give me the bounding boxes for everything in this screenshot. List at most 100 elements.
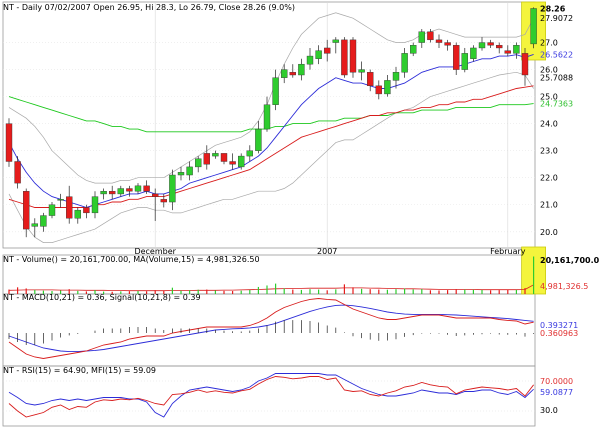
candle-up xyxy=(186,166,193,176)
candle-down xyxy=(65,196,73,219)
candle-up xyxy=(530,8,537,45)
candle-up xyxy=(177,172,185,176)
candle-up xyxy=(255,128,262,151)
ma-mid-line xyxy=(8,85,534,208)
mfi-value-label: 59.0877 xyxy=(540,388,573,397)
rsi-lower-label: 30.0 xyxy=(540,406,558,415)
candle-down xyxy=(229,161,236,165)
candle-up xyxy=(263,104,271,130)
macd-signal-line xyxy=(8,304,534,353)
candle-up xyxy=(306,55,314,65)
labels-layer: 27.0 26.0 25.0 24.0 23.0 22.0 21.0 20.0 December… xyxy=(134,4,599,415)
candle-down xyxy=(367,72,374,87)
candle-down xyxy=(349,39,357,73)
price-y-tick-label: 24.0 xyxy=(540,120,558,129)
candle-down xyxy=(435,39,443,43)
macd-line xyxy=(8,298,534,359)
candle-up xyxy=(461,53,468,70)
candle-up xyxy=(169,174,176,203)
panel-frames xyxy=(2,1,536,427)
candle-up xyxy=(272,77,279,105)
ma-long-line xyxy=(8,96,534,133)
candle-down xyxy=(108,191,116,195)
candle-up xyxy=(91,196,99,214)
rsi-line xyxy=(8,376,534,418)
volume-ma-value-label: 4,981,326.5 xyxy=(540,282,588,291)
price-y-tick-label: 23.0 xyxy=(540,147,558,156)
candle-down xyxy=(220,153,228,162)
candle-down xyxy=(427,31,434,41)
macd-panel-frame xyxy=(2,293,536,367)
x-axis-label: February xyxy=(490,247,526,256)
candle-down xyxy=(5,123,13,162)
x-axis-label: December xyxy=(134,247,176,256)
bollinger-lower-line xyxy=(8,71,534,243)
price-y-tick-label: 22.0 xyxy=(540,174,558,183)
mfi-line xyxy=(8,373,534,418)
volume-ma-line xyxy=(8,284,534,292)
bollinger-upper-line xyxy=(8,12,534,184)
candle-up xyxy=(513,45,520,54)
candle-down xyxy=(341,39,348,76)
candle-up xyxy=(31,223,38,227)
price-value-label: 26.5622 xyxy=(540,50,573,59)
candle-down xyxy=(126,188,133,192)
candle-up xyxy=(384,80,391,95)
macd-value-label: 0.360963 xyxy=(540,329,578,338)
price-value-label: 24.7363 xyxy=(540,100,573,109)
ma-short-line xyxy=(8,53,534,208)
price-header: NT - Daily 07/02/2007 Open 26.95, Hi 28.… xyxy=(3,3,295,12)
price-panel-frame xyxy=(2,1,536,249)
candle-down xyxy=(504,50,511,54)
candle-down xyxy=(289,72,296,76)
volume-value-label: 20,161,700.0 xyxy=(540,256,600,265)
candle-up xyxy=(74,209,82,219)
candle-up xyxy=(401,53,408,73)
price-y-tick-label: 25.0 xyxy=(540,93,558,102)
candle-up xyxy=(237,155,245,168)
candle-up xyxy=(246,150,254,157)
candle-down xyxy=(521,53,529,76)
series-layer xyxy=(8,12,534,418)
candle-down xyxy=(14,161,21,184)
candle-up xyxy=(212,153,219,157)
candle-down xyxy=(487,42,494,46)
candle-up xyxy=(470,47,477,59)
candle-up xyxy=(117,188,125,195)
candle-up xyxy=(48,204,56,216)
candle-down xyxy=(444,42,451,46)
price-value-label: 28.26 xyxy=(540,4,566,13)
price-y-tick-label: 20.0 xyxy=(540,228,558,237)
candle-down xyxy=(375,85,382,95)
candle-up xyxy=(281,69,288,78)
candle-up xyxy=(358,69,365,73)
candle-down xyxy=(160,199,168,203)
candle-down xyxy=(324,47,331,54)
candle-up xyxy=(478,42,486,49)
candle-up xyxy=(315,50,322,59)
candle-up xyxy=(332,39,339,43)
marks-layer xyxy=(5,7,537,345)
candle-down xyxy=(23,191,30,230)
candle-down xyxy=(496,45,503,49)
x-axis-label: 2007 xyxy=(317,247,337,256)
rsi-panel-frame xyxy=(2,365,536,427)
candle-down xyxy=(453,45,460,70)
candle-up xyxy=(418,31,425,43)
volume-header: NT - Volume() = 20,161,700.00, MA(Volume… xyxy=(3,255,260,264)
candle-down xyxy=(151,193,159,197)
rsi-upper-label: 70.0000 xyxy=(540,377,573,386)
price-y-tick-label: 21.0 xyxy=(540,201,558,210)
candle-up xyxy=(40,215,47,227)
macd-header: NT - MACD(10,21) = 0.36, Signal(10,21,8)… xyxy=(3,293,201,302)
macd-signal-value-label: 0.393271 xyxy=(540,321,578,330)
candle-up xyxy=(57,199,64,201)
candle-down xyxy=(83,207,90,214)
candle-down xyxy=(203,153,211,165)
candle-up xyxy=(298,63,305,76)
candle-up xyxy=(134,185,142,192)
candle-up xyxy=(410,45,417,54)
candle-up xyxy=(392,72,400,81)
